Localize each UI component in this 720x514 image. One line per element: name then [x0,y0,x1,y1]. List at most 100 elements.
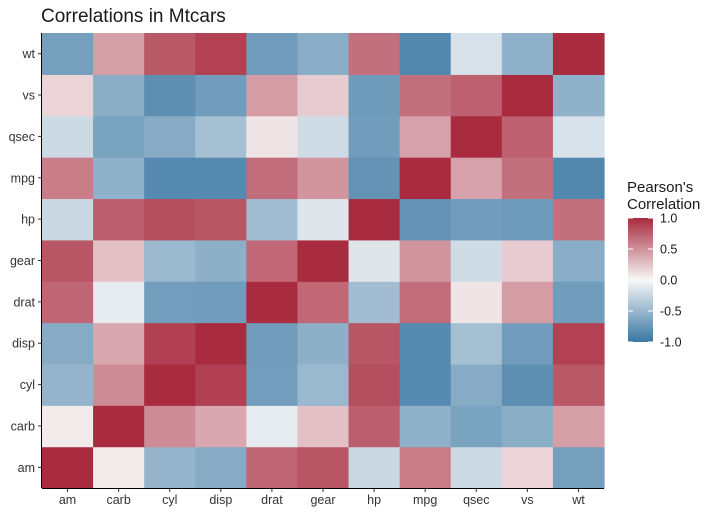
heatmap-cell-disp-disp [195,322,247,365]
heatmap-cell-disp-cyl [144,322,196,365]
heatmap-cell-wt-vs [501,33,554,75]
heatmap-cell-vs-hp [348,74,401,117]
heatmap-cell-vs-cyl [144,74,196,117]
heatmap-cell-qsec-am [42,115,94,158]
heatmap-cell-disp-drat [246,322,299,365]
heatmap-cell-wt-hp [348,33,401,75]
heatmap-cell-carb-hp [348,405,401,448]
heatmap-cell-carb-am [42,405,94,448]
heatmap-cell-am-hp [348,446,401,489]
y-tick-label-disp: disp [12,337,35,351]
heatmap-cell-vs-gear [297,74,350,117]
heatmap-cell-disp-wt [552,322,605,365]
heatmap-cell-cyl-carb [93,363,145,406]
heatmap-cell-wt-cyl [144,33,196,75]
heatmap-cell-disp-hp [348,322,401,365]
heatmap-cell-am-qsec [450,446,503,489]
heatmap-cell-cyl-drat [246,363,299,406]
legend-title-line-1: Pearson's [627,179,693,196]
heatmap-cell-mpg-vs [501,157,554,200]
heatmap-cell-gear-wt [552,239,605,282]
heatmap-cell-disp-mpg [399,322,452,365]
heatmap-cell-vs-carb [93,74,145,117]
heatmap-cell-qsec-cyl [144,115,196,158]
heatmap-cell-vs-wt [552,74,605,117]
x-tick-label-gear: gear [310,493,335,507]
heatmap-cell-cyl-vs [501,363,554,406]
x-tick-label-am: am [59,493,76,507]
heatmap-cell-hp-drat [246,198,299,241]
heatmap-cell-am-am [42,446,94,489]
heatmap-cell-vs-qsec [450,74,503,117]
heatmap-cell-wt-wt [552,33,605,75]
x-tick-label-carb: carb [106,493,130,507]
heatmap-cell-cyl-wt [552,363,605,406]
heatmap-cell-cyl-mpg [399,363,452,406]
heatmap-cell-vs-mpg [399,74,452,117]
heatmap-cell-disp-carb [93,322,145,365]
heatmap-cell-disp-am [42,322,94,365]
heatmap-cell-gear-am [42,239,94,282]
heatmap-cell-qsec-carb [93,115,145,158]
heatmap-cell-wt-disp [195,33,247,75]
heatmap-cell-carb-mpg [399,405,452,448]
heatmap-cell-wt-am [42,33,94,75]
heatmap-cell-wt-qsec [450,33,503,75]
heatmap-cell-disp-gear [297,322,350,365]
heatmap-cell-drat-drat [246,281,299,324]
heatmap-cell-hp-hp [348,198,401,241]
y-tick-label-qsec: qsec [9,130,35,144]
heatmap-cell-drat-mpg [399,281,452,324]
chart-title: Correlations in Mtcars [41,6,226,27]
heatmap-cell-mpg-mpg [399,157,452,200]
x-tick-label-vs: vs [521,493,534,507]
heatmap-cell-drat-vs [501,281,554,324]
heatmap-cell-cyl-hp [348,363,401,406]
heatmap-cell-qsec-mpg [399,115,452,158]
heatmap-cell-drat-qsec [450,281,503,324]
heatmap-cell-carb-disp [195,405,247,448]
heatmap-cell-vs-drat [246,74,299,117]
heatmap-cell-disp-vs [501,322,554,365]
heatmap-cell-carb-wt [552,405,605,448]
y-tick-label-hp: hp [21,213,35,227]
heatmap-cell-wt-carb [93,33,145,75]
heatmap-cell-drat-wt [552,281,605,324]
heatmap-cell-mpg-disp [195,157,247,200]
heatmap-cell-hp-wt [552,198,605,241]
x-tick-label-hp: hp [367,493,381,507]
heatmap-cell-drat-cyl [144,281,196,324]
heatmap-cell-drat-hp [348,281,401,324]
heatmap-cell-am-mpg [399,446,452,489]
heatmap-cell-carb-qsec [450,405,503,448]
heatmap-cell-qsec-qsec [450,115,503,158]
heatmap-cell-hp-qsec [450,198,503,241]
heatmap-cell-wt-mpg [399,33,452,75]
legend-tick-label: -1.0 [660,336,682,350]
heatmap-cell-qsec-hp [348,115,401,158]
heatmap-cell-am-gear [297,446,350,489]
legend-title-line-2: Correlation [627,196,700,213]
x-tick-label-disp: disp [209,493,232,507]
heatmap-cells [42,33,605,489]
heatmap-cell-qsec-gear [297,115,350,158]
heatmap-cell-am-cyl [144,446,196,489]
y-tick-label-cyl: cyl [20,378,35,392]
heatmap-cell-vs-disp [195,74,247,117]
heatmap-cell-am-drat [246,446,299,489]
legend-tick-label: 1.0 [660,212,677,226]
heatmap-cell-carb-cyl [144,405,196,448]
x-axis-ticks: am carb cyl disp drat gear hp mpg qsec vs wt [59,488,585,507]
heatmap-cell-vs-am [42,74,94,117]
heatmap-cell-gear-gear [297,239,350,282]
heatmap-cell-carb-vs [501,405,554,448]
heatmap-cell-gear-vs [501,239,554,282]
legend-tick-label: 0.0 [660,274,677,288]
heatmap-cell-wt-gear [297,33,350,75]
heatmap-cell-hp-vs [501,198,554,241]
heatmap-cell-am-vs [501,446,554,489]
x-tick-label-wt: wt [571,493,585,507]
heatmap-cell-vs-vs [501,74,554,117]
heatmap-cell-gear-drat [246,239,299,282]
